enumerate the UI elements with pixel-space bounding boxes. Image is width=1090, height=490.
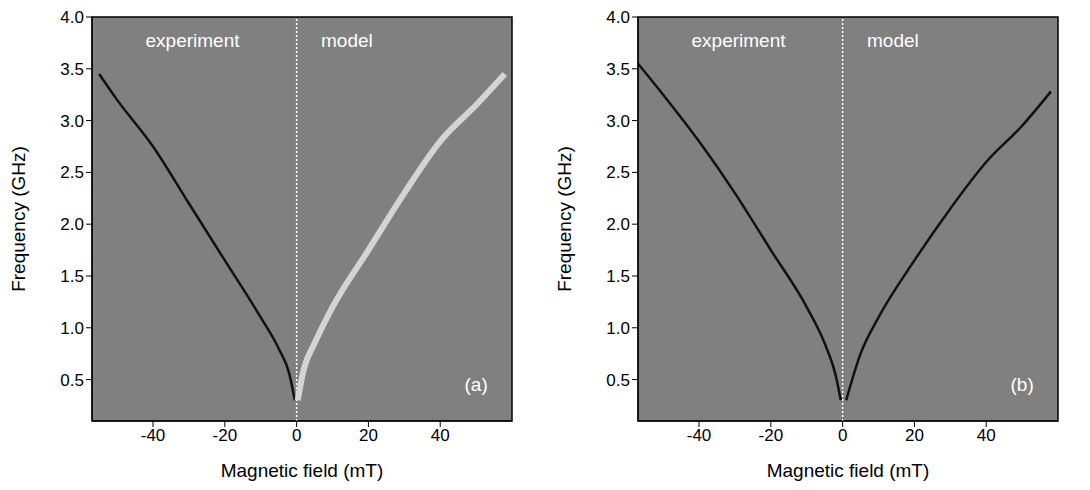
svg-text:4.0: 4.0 bbox=[606, 8, 630, 27]
svg-text:3.0: 3.0 bbox=[60, 112, 84, 131]
svg-text:40: 40 bbox=[977, 426, 996, 445]
svg-text:1.0: 1.0 bbox=[606, 319, 630, 338]
svg-text:2.5: 2.5 bbox=[60, 163, 84, 182]
svg-text:Frequency (GHz): Frequency (GHz) bbox=[8, 146, 29, 292]
svg-text:experiment: experiment bbox=[692, 30, 787, 51]
svg-text:0: 0 bbox=[292, 426, 301, 445]
svg-text:(b): (b) bbox=[1010, 374, 1033, 395]
svg-text:4.0: 4.0 bbox=[60, 8, 84, 27]
svg-text:model: model bbox=[321, 30, 373, 51]
svg-text:0.5: 0.5 bbox=[606, 371, 630, 390]
svg-text:0.5: 0.5 bbox=[60, 371, 84, 390]
svg-text:-40: -40 bbox=[141, 426, 166, 445]
svg-text:2.0: 2.0 bbox=[60, 215, 84, 234]
svg-text:experiment: experiment bbox=[146, 30, 241, 51]
svg-text:Frequency (GHz): Frequency (GHz) bbox=[554, 146, 575, 292]
svg-text:2.0: 2.0 bbox=[606, 215, 630, 234]
svg-text:(a): (a) bbox=[464, 374, 487, 395]
svg-text:1.0: 1.0 bbox=[60, 319, 84, 338]
svg-text:20: 20 bbox=[905, 426, 924, 445]
svg-text:model: model bbox=[867, 30, 919, 51]
svg-text:Magnetic field (mT): Magnetic field (mT) bbox=[221, 460, 384, 481]
svg-text:40: 40 bbox=[431, 426, 450, 445]
svg-text:Magnetic field (mT): Magnetic field (mT) bbox=[767, 460, 930, 481]
svg-text:-20: -20 bbox=[213, 426, 238, 445]
svg-text:-40: -40 bbox=[687, 426, 712, 445]
svg-text:1.5: 1.5 bbox=[606, 267, 630, 286]
svg-text:0: 0 bbox=[838, 426, 847, 445]
svg-text:3.5: 3.5 bbox=[606, 60, 630, 79]
svg-text:3.5: 3.5 bbox=[60, 60, 84, 79]
svg-text:1.5: 1.5 bbox=[60, 267, 84, 286]
svg-text:2.5: 2.5 bbox=[606, 163, 630, 182]
svg-text:20: 20 bbox=[359, 426, 378, 445]
svg-text:-20: -20 bbox=[759, 426, 784, 445]
svg-text:3.0: 3.0 bbox=[606, 112, 630, 131]
